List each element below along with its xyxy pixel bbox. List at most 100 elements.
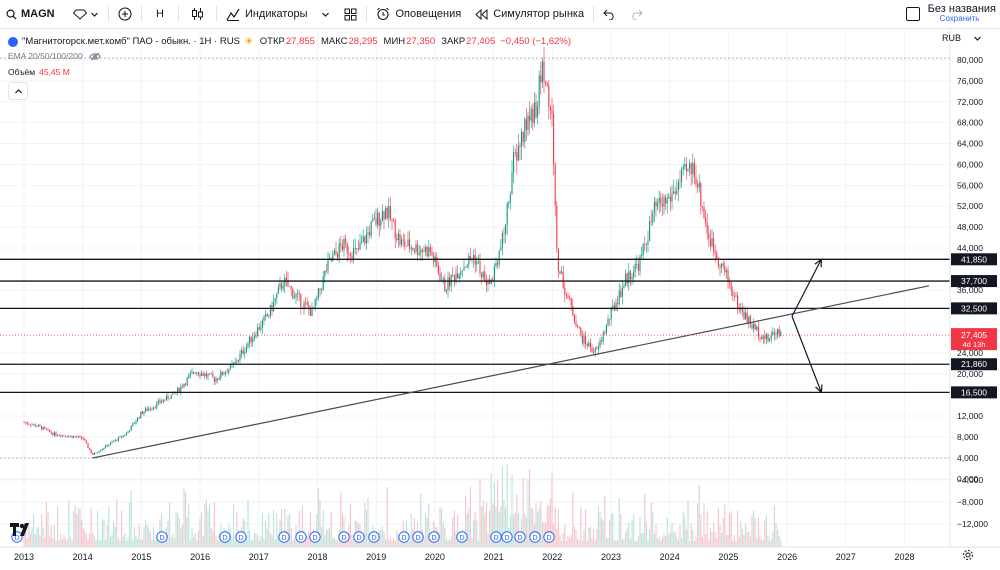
candle-body [121,436,123,437]
volume-bar [258,540,260,547]
gear-icon [963,550,973,560]
x-tick-label: 2014 [73,552,93,562]
volume-bar [588,527,590,547]
price-chart[interactable]: D D D D D D D D D D D D D D D D D DD 80,00076,00072,00068… [0,28,1000,570]
indicators-button[interactable]: Индикаторы [219,0,338,28]
eye-crossed-icon[interactable] [89,52,101,61]
volume-bar [164,540,166,547]
candle-body [735,295,737,297]
volume-bar [183,488,185,547]
volume-bar [103,519,105,547]
volume-bar [708,540,710,547]
dividend-marker[interactable] [398,531,410,543]
ema-legend[interactable]: EMA 20/50/100/200 [8,51,101,61]
compare-button[interactable] [111,0,139,28]
dividend-marker[interactable] [529,531,541,543]
dividend-marker[interactable] [219,531,231,543]
dividend-marker[interactable] [156,531,168,543]
candle-body [701,206,703,208]
dividend-marker[interactable] [428,531,440,543]
candle-body [333,250,335,256]
y-tick-label: 20,000 [957,369,983,379]
candle-body [730,282,732,291]
dividend-marker[interactable] [490,531,502,543]
ema-label: EMA 20/50/100/200 [8,51,83,61]
dividend-marker[interactable] [353,531,365,543]
candle-body [588,342,590,347]
volume-bar [677,540,679,547]
volume-bar [365,509,367,547]
layout-name-block[interactable]: Без названия Сохранить [928,4,996,24]
symbol-search[interactable]: MAGN [0,0,66,28]
candle-body [647,240,649,245]
candle-body [218,378,220,380]
dividend-marker[interactable] [235,531,247,543]
dividend-marker[interactable] [338,531,350,543]
dividend-marker-label: D [401,535,406,542]
layouts-button[interactable] [337,0,364,28]
projection-arrow[interactable] [791,259,822,317]
chart-type-button[interactable] [181,0,214,28]
volume-bar [423,537,425,547]
candle-body [645,244,647,246]
axis-settings-button[interactable] [962,548,974,566]
volume-bar [501,466,503,547]
candle-body [103,448,105,449]
dividend-marker[interactable] [278,531,290,543]
volume-bar [277,535,279,547]
candle-body [569,297,571,299]
dividend-marker[interactable] [412,531,424,543]
x-tick-label: 2016 [190,552,210,562]
projection-arrow[interactable] [791,316,822,393]
volume-bar [775,522,777,547]
drawings[interactable] [0,258,950,459]
alerts-button[interactable]: Оповещения [369,0,468,28]
symbol-type-dropdown[interactable] [66,0,106,28]
candle-body [436,256,438,267]
undo-button[interactable] [596,0,623,28]
volume-bar [617,540,619,547]
time-axis[interactable]: 2013 2014 2015 2016 2017 2018 2019 2020 2021 2022… [0,546,1000,562]
dividend-marker[interactable] [514,531,526,543]
volume-bar [559,534,561,547]
dividend-marker[interactable] [368,531,380,543]
volume-bar [495,507,497,547]
candle-body [693,162,695,177]
y-tick-label: 8,000 [957,432,979,442]
candle-body [537,105,539,118]
volume-bar [620,513,622,547]
dividend-markers[interactable]: D D D D D D D D D D D D D D D D D DD [11,531,555,543]
candle-body [156,402,158,408]
candle-body [655,201,657,207]
trend-line[interactable] [92,285,930,459]
dividend-marker[interactable] [309,531,321,543]
volume-bar [577,539,579,547]
volume-legend[interactable]: Объём 45,45 M [8,67,70,77]
replay-button[interactable]: Симулятор рынка [468,0,591,28]
volume-bar [713,522,715,547]
layout-save-area[interactable]: Без названия Сохранить [905,0,996,28]
interval-button[interactable]: H [144,0,176,28]
collapse-legend-button[interactable] [8,82,28,100]
currency-selector[interactable]: RUB [942,33,982,43]
volume-bar [513,513,515,547]
candle-body [580,327,582,335]
volume-bar [612,513,614,547]
tradingview-logo[interactable] [10,522,34,542]
dividend-marker[interactable] [501,531,513,543]
candle-body [772,332,774,335]
price-axis[interactable]: 80,000 76,000 72,000 68,000 64,000 60,000 56,0… [949,28,997,547]
dividend-marker[interactable] [295,531,307,543]
candle-body [615,302,617,310]
candle-body [319,288,321,291]
symbol-legend[interactable]: "Магнитогорск.мет.комб" ПАО - обыкн. · 1… [8,35,571,48]
dividend-marker[interactable] [543,531,555,543]
layout-checkbox[interactable] [905,7,920,21]
candle-body [229,364,231,370]
redo-button[interactable] [623,0,650,28]
candle-body [725,270,727,273]
layout-save-link[interactable]: Сохранить [939,14,980,23]
dividend-marker[interactable] [456,531,468,543]
volume-bar [653,533,655,547]
